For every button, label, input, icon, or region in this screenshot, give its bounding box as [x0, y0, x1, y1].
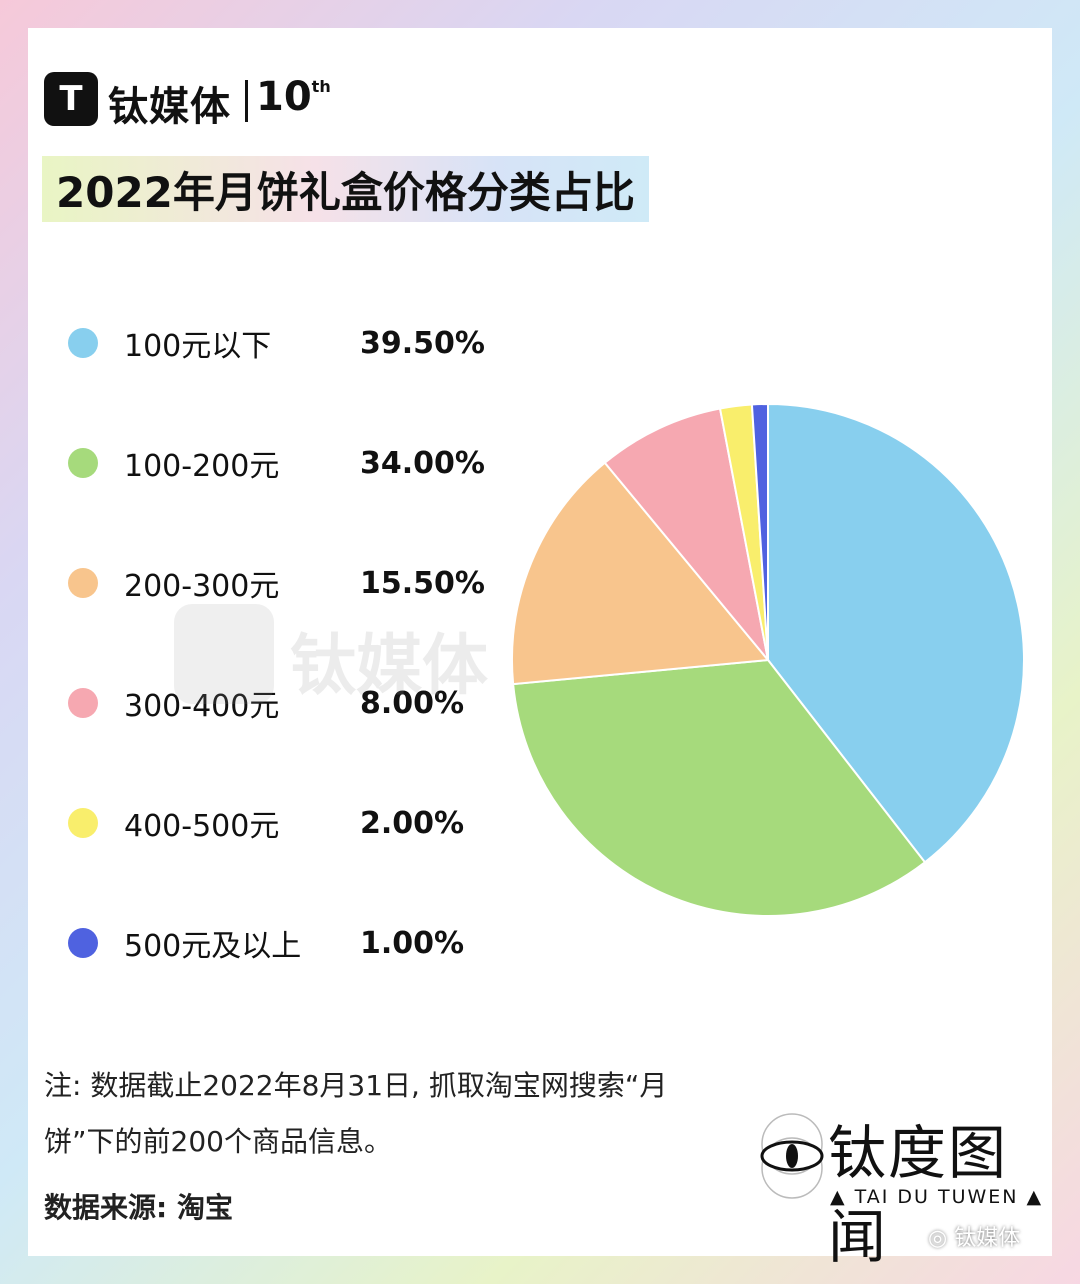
- legend-item: 400-500元 2.00%: [68, 798, 508, 848]
- legend-dot: [68, 568, 98, 598]
- legend-value: 1.00%: [360, 925, 465, 961]
- eye-icon: [760, 1113, 824, 1199]
- tmtpost-logo-icon: T: [44, 72, 98, 126]
- legend-item: 100-200元 34.00%: [68, 438, 508, 488]
- legend-item: 500元及以上 1.00%: [68, 918, 508, 968]
- pie-slice-2: [512, 658, 927, 917]
- wechat-icon: ◎: [928, 1226, 955, 1251]
- wechat-account: ◎ 钛媒体: [928, 1220, 1020, 1252]
- legend-value: 8.00%: [360, 685, 465, 721]
- legend-label: 100-200元: [124, 449, 280, 484]
- legend-item: 200-300元 15.50%: [68, 558, 508, 608]
- legend-label: 300-400元: [124, 689, 280, 724]
- legend-dot: [68, 808, 98, 838]
- legend-item: 300-400元 8.00%: [68, 678, 508, 728]
- anniversary-number: 10: [256, 74, 312, 120]
- chart-title: 2022年月饼礼盒价格分类占比: [56, 167, 635, 217]
- watermark-logo-icon: [174, 604, 274, 704]
- anniversary-suffix: th: [311, 77, 331, 96]
- pie-slice-4: [603, 407, 769, 661]
- legend-value: 2.00%: [360, 805, 465, 841]
- data-source: 数据来源: 淘宝: [44, 1191, 233, 1224]
- brand-name: 钛度图闻: [828, 1119, 1009, 1271]
- legend-value: 39.50%: [360, 325, 485, 361]
- legend-dot: [68, 328, 98, 358]
- anniversary-badge: 10th: [256, 74, 331, 120]
- pie-slice-3: [511, 461, 770, 686]
- legend-item: 100元以下 39.50%: [68, 318, 508, 368]
- pie-slice-6: [750, 402, 769, 661]
- infographic-card: T 钛媒体 10th 2022年月饼礼盒价格分类占比 100元以下 39.50%…: [28, 28, 1052, 1271]
- pie-chart: [511, 402, 1025, 917]
- legend-value: 15.50%: [360, 565, 485, 601]
- footnote: 注: 数据截止2022年8月31日, 抓取淘宝网搜索“月饼”下的前200个商品信…: [44, 1069, 668, 1158]
- logo-divider: [245, 80, 248, 122]
- legend-label: 400-500元: [124, 809, 280, 844]
- legend-label: 200-300元: [124, 569, 280, 604]
- legend-value: 34.00%: [360, 445, 485, 481]
- legend-dot: [68, 928, 98, 958]
- legend-dot: [68, 688, 98, 718]
- title-banner: 2022年月饼礼盒价格分类占比: [42, 156, 649, 222]
- wechat-name: 钛媒体: [954, 1226, 1021, 1251]
- legend-label: 100元以下: [124, 329, 272, 364]
- legend-dot: [68, 448, 98, 478]
- logo-text: 钛媒体: [108, 84, 231, 130]
- pie-slice-1: [767, 402, 1025, 864]
- brand-name-en: ▲ TAI DU TUWEN ▲: [830, 1186, 1044, 1208]
- legend-label: 500元及以上: [124, 929, 302, 964]
